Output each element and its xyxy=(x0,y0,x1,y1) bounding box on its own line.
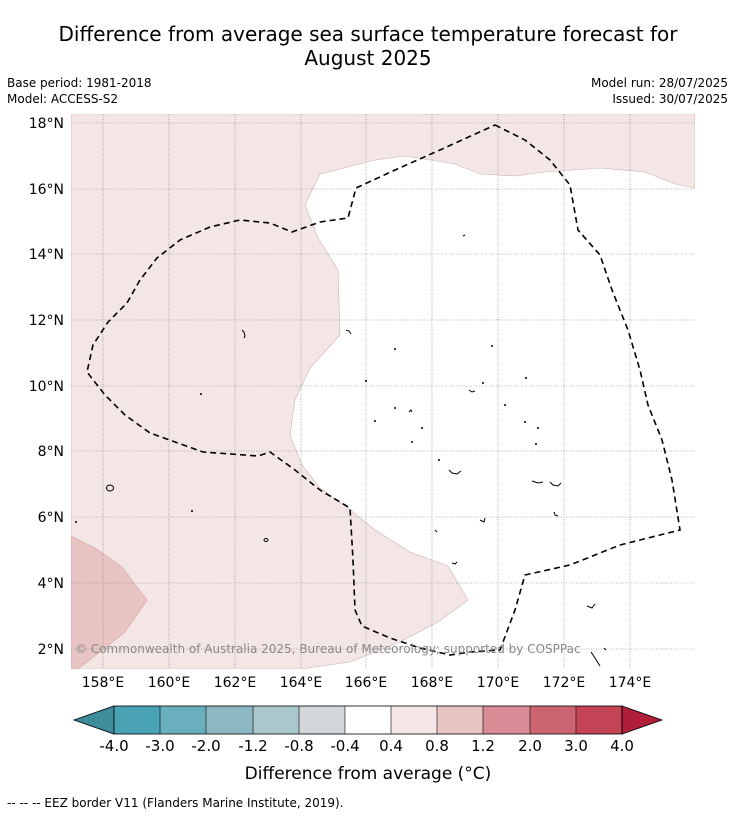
meta-right: Model run: 28/07/2025 Issued: 30/07/2025 xyxy=(591,75,728,107)
colorbar-segment xyxy=(530,706,576,734)
eez-border xyxy=(86,124,681,656)
island-group-e xyxy=(531,480,544,484)
lon-label: 172°E xyxy=(543,675,586,691)
island-group-l xyxy=(603,647,607,651)
colorbar-segment xyxy=(206,706,253,734)
grid-lines xyxy=(71,114,695,669)
colorbar-separators xyxy=(159,706,577,734)
colorbar-segment xyxy=(483,706,530,734)
island-group-m xyxy=(434,529,438,533)
model-name: Model: ACCESS-S2 xyxy=(7,92,119,106)
lon-label: 162°E xyxy=(214,675,257,691)
colorbar-segment xyxy=(345,706,391,734)
islands xyxy=(106,234,607,667)
colorbar-right-arrow xyxy=(621,705,664,735)
island-group-j xyxy=(586,603,596,609)
colorbar-tick: 0.4 xyxy=(379,737,403,755)
island-group-f xyxy=(549,481,562,487)
colorbar-left-arrow xyxy=(72,705,115,735)
lon-label: 168°E xyxy=(411,675,454,691)
copyright-notice: © Commonwealth of Australia 2025, Bureau… xyxy=(75,642,581,656)
colorbar-tick: -2.0 xyxy=(191,737,220,755)
lon-label: 174°E xyxy=(609,675,652,691)
island-group-h xyxy=(479,517,486,523)
issued-date: Issued: 30/07/2025 xyxy=(612,92,728,106)
colorbar-ticks: -4.0 -3.0 -2.0 -1.2 -0.8 -0.4 0.4 0.8 1.… xyxy=(99,737,634,755)
small-islets xyxy=(75,345,539,523)
colorbar-label: Difference from average (°C) xyxy=(244,764,492,784)
lat-label: 12°N xyxy=(29,313,64,329)
lon-label: 170°E xyxy=(477,675,520,691)
island-group-g xyxy=(553,511,559,517)
longitude-labels: 158°E 160°E 162°E 164°E 166°E 168°E 170°… xyxy=(82,675,652,691)
island-group-d xyxy=(448,469,462,475)
colorbar: -4.0 -3.0 -2.0 -1.2 -0.8 -0.4 0.4 0.8 1.… xyxy=(72,705,664,755)
colorbar-frame xyxy=(113,705,623,735)
colorbar-tick: 4.0 xyxy=(610,737,634,755)
colorbar-segment xyxy=(437,706,483,734)
colorbar-tick: 1.2 xyxy=(471,737,495,755)
title-line-1: Difference from average sea surface temp… xyxy=(58,22,678,46)
lon-label: 160°E xyxy=(148,675,191,691)
lon-label: 164°E xyxy=(280,675,323,691)
lat-label: 18°N xyxy=(29,116,64,132)
lon-label: 158°E xyxy=(82,675,125,691)
colorbar-tick: 2.0 xyxy=(518,737,542,755)
base-period: Base period: 1981-2018 xyxy=(7,76,152,90)
island-group-k xyxy=(590,651,601,667)
map-plot-area: © Commonwealth of Australia 2025, Bureau… xyxy=(71,114,695,669)
lat-label: 14°N xyxy=(29,247,64,263)
colorbar-segment xyxy=(253,706,299,734)
lat-label: 10°N xyxy=(29,379,64,395)
colorbar-segment xyxy=(299,706,345,734)
colorbar-segment xyxy=(391,706,437,734)
lat-label: 4°N xyxy=(38,576,64,592)
map-title: Difference from average sea surface temp… xyxy=(0,22,736,70)
island-group-n xyxy=(408,409,413,413)
lat-label: 6°N xyxy=(38,510,64,526)
island-group-i xyxy=(451,561,458,565)
anomaly-region-medium xyxy=(71,535,148,669)
eez-legend-note: -- -- -- EEZ border V11 (Flanders Marine… xyxy=(7,796,344,810)
colorbar-tick: 0.8 xyxy=(425,737,449,755)
lat-label: 8°N xyxy=(38,444,64,460)
island-pingelap xyxy=(263,538,269,542)
colorbar-segment xyxy=(160,706,206,734)
latitude-labels: 18°N 16°N 14°N 12°N 10°N 8°N 6°N 4°N 2°N xyxy=(29,116,64,658)
title-line-2: August 2025 xyxy=(304,46,432,70)
island-group-o xyxy=(468,389,476,393)
island-kosrae xyxy=(106,484,114,492)
lat-label: 16°N xyxy=(29,182,64,198)
lat-label: 2°N xyxy=(38,642,64,658)
lon-label: 166°E xyxy=(345,675,388,691)
colorbar-tick: -3.0 xyxy=(145,737,174,755)
colorbar-tick: -4.0 xyxy=(99,737,128,755)
island-group-a xyxy=(241,329,246,339)
colorbar-tick: -1.2 xyxy=(238,737,267,755)
colorbar-tick: -0.4 xyxy=(330,737,359,755)
colorbar-tick: 3.0 xyxy=(564,737,588,755)
colorbar-segment xyxy=(576,706,622,734)
model-run: Model run: 28/07/2025 xyxy=(590,76,728,90)
colorbar-segment xyxy=(114,706,160,734)
colorbar-tick: -0.8 xyxy=(284,737,313,755)
island-group-c xyxy=(462,234,466,237)
meta-left: Base period: 1981-2018 Model: ACCESS-S2 xyxy=(7,75,152,107)
anomaly-region-light xyxy=(71,114,695,669)
island-group-b xyxy=(345,329,352,335)
